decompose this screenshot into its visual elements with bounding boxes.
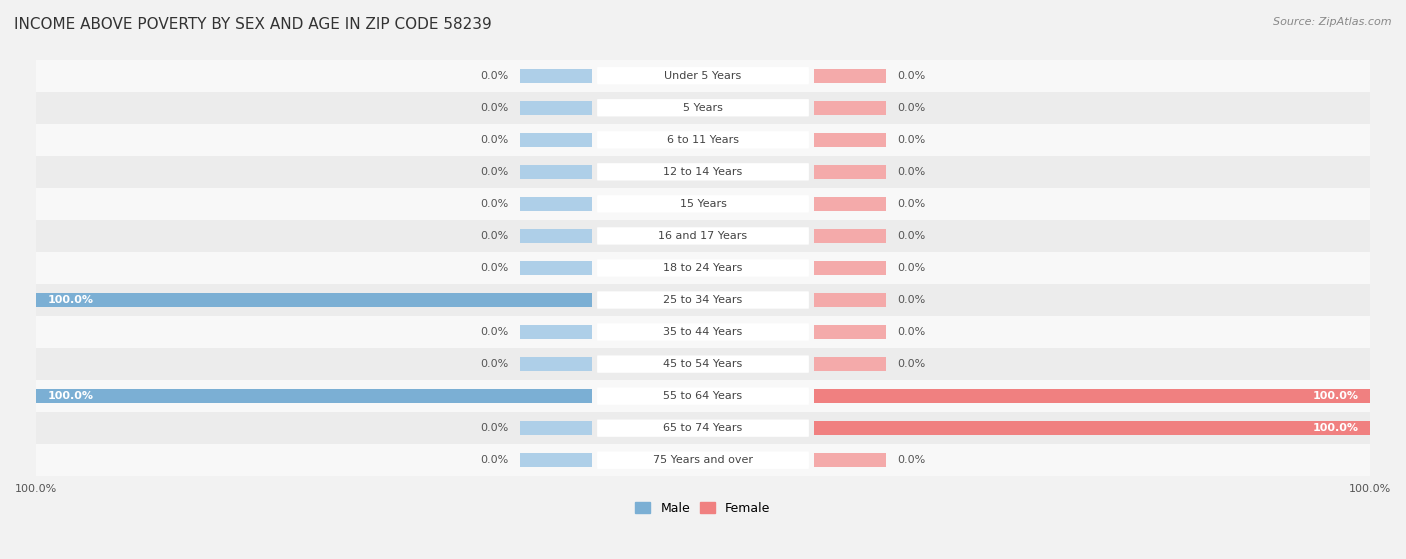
Text: 0.0%: 0.0%	[897, 199, 925, 209]
Bar	[814, 325, 886, 339]
Text: 0.0%: 0.0%	[897, 263, 925, 273]
Bar	[814, 101, 886, 115]
Text: 0.0%: 0.0%	[897, 359, 925, 369]
Bar	[814, 357, 886, 371]
Bar	[37, 316, 1369, 348]
FancyBboxPatch shape	[598, 452, 808, 469]
Text: 15 Years: 15 Years	[679, 199, 727, 209]
Bar	[814, 293, 886, 307]
Text: 45 to 54 Years: 45 to 54 Years	[664, 359, 742, 369]
Bar	[37, 188, 1369, 220]
Text: 5 Years: 5 Years	[683, 103, 723, 113]
FancyBboxPatch shape	[598, 387, 808, 405]
Bar	[37, 92, 1369, 124]
Text: 0.0%: 0.0%	[897, 135, 925, 145]
Text: 0.0%: 0.0%	[481, 455, 509, 465]
FancyBboxPatch shape	[598, 67, 808, 84]
Bar	[520, 260, 592, 275]
Bar	[520, 453, 592, 467]
Legend: Male, Female: Male, Female	[630, 497, 776, 520]
Bar	[520, 357, 592, 371]
Text: 35 to 44 Years: 35 to 44 Years	[664, 327, 742, 337]
Text: INCOME ABOVE POVERTY BY SEX AND AGE IN ZIP CODE 58239: INCOME ABOVE POVERTY BY SEX AND AGE IN Z…	[14, 17, 492, 32]
FancyBboxPatch shape	[598, 228, 808, 245]
Text: 0.0%: 0.0%	[481, 263, 509, 273]
Text: 0.0%: 0.0%	[481, 167, 509, 177]
Text: 55 to 64 Years: 55 to 64 Years	[664, 391, 742, 401]
Text: 0.0%: 0.0%	[897, 103, 925, 113]
Bar	[814, 69, 886, 83]
Text: 0.0%: 0.0%	[481, 103, 509, 113]
Text: 100.0%: 100.0%	[1313, 423, 1358, 433]
Text: 0.0%: 0.0%	[481, 199, 509, 209]
Bar	[37, 412, 1369, 444]
Bar	[814, 165, 886, 179]
Bar	[37, 348, 1369, 380]
Text: 0.0%: 0.0%	[897, 167, 925, 177]
Bar	[520, 101, 592, 115]
FancyBboxPatch shape	[598, 324, 808, 340]
Text: 0.0%: 0.0%	[897, 327, 925, 337]
FancyBboxPatch shape	[598, 195, 808, 212]
Bar	[814, 229, 886, 243]
Bar	[814, 197, 886, 211]
Bar	[37, 284, 1369, 316]
Text: 65 to 74 Years: 65 to 74 Years	[664, 423, 742, 433]
FancyBboxPatch shape	[598, 131, 808, 149]
Text: Under 5 Years: Under 5 Years	[665, 71, 741, 80]
Text: 100.0%: 100.0%	[48, 295, 93, 305]
Bar	[520, 229, 592, 243]
Bar	[520, 197, 592, 211]
Text: 6 to 11 Years: 6 to 11 Years	[666, 135, 740, 145]
Bar	[37, 380, 1369, 412]
FancyBboxPatch shape	[598, 291, 808, 309]
Bar	[520, 421, 592, 435]
Text: 0.0%: 0.0%	[481, 71, 509, 80]
Bar	[37, 293, 592, 307]
Bar	[37, 252, 1369, 284]
Text: 0.0%: 0.0%	[897, 71, 925, 80]
Text: 0.0%: 0.0%	[481, 231, 509, 241]
Bar	[37, 220, 1369, 252]
Bar	[520, 132, 592, 147]
Bar	[814, 421, 1369, 435]
Bar	[37, 124, 1369, 156]
FancyBboxPatch shape	[598, 259, 808, 277]
FancyBboxPatch shape	[598, 356, 808, 373]
Text: 0.0%: 0.0%	[481, 359, 509, 369]
FancyBboxPatch shape	[598, 419, 808, 437]
FancyBboxPatch shape	[598, 163, 808, 181]
Text: 100.0%: 100.0%	[1313, 391, 1358, 401]
Text: 0.0%: 0.0%	[897, 455, 925, 465]
Text: 0.0%: 0.0%	[897, 231, 925, 241]
Text: 0.0%: 0.0%	[481, 327, 509, 337]
Text: 0.0%: 0.0%	[897, 295, 925, 305]
Bar	[814, 389, 1369, 404]
Bar	[37, 156, 1369, 188]
Text: 0.0%: 0.0%	[481, 423, 509, 433]
Bar	[37, 444, 1369, 476]
Text: 75 Years and over: 75 Years and over	[652, 455, 754, 465]
Text: 16 and 17 Years: 16 and 17 Years	[658, 231, 748, 241]
Text: Source: ZipAtlas.com: Source: ZipAtlas.com	[1274, 17, 1392, 27]
Text: 12 to 14 Years: 12 to 14 Years	[664, 167, 742, 177]
Text: 25 to 34 Years: 25 to 34 Years	[664, 295, 742, 305]
Bar	[520, 325, 592, 339]
Bar	[814, 453, 886, 467]
Bar	[814, 132, 886, 147]
Text: 18 to 24 Years: 18 to 24 Years	[664, 263, 742, 273]
Bar	[37, 389, 592, 404]
FancyBboxPatch shape	[598, 99, 808, 116]
Bar	[814, 260, 886, 275]
Bar	[520, 69, 592, 83]
Text: 100.0%: 100.0%	[48, 391, 93, 401]
Text: 0.0%: 0.0%	[481, 135, 509, 145]
Bar	[37, 60, 1369, 92]
Bar	[520, 165, 592, 179]
